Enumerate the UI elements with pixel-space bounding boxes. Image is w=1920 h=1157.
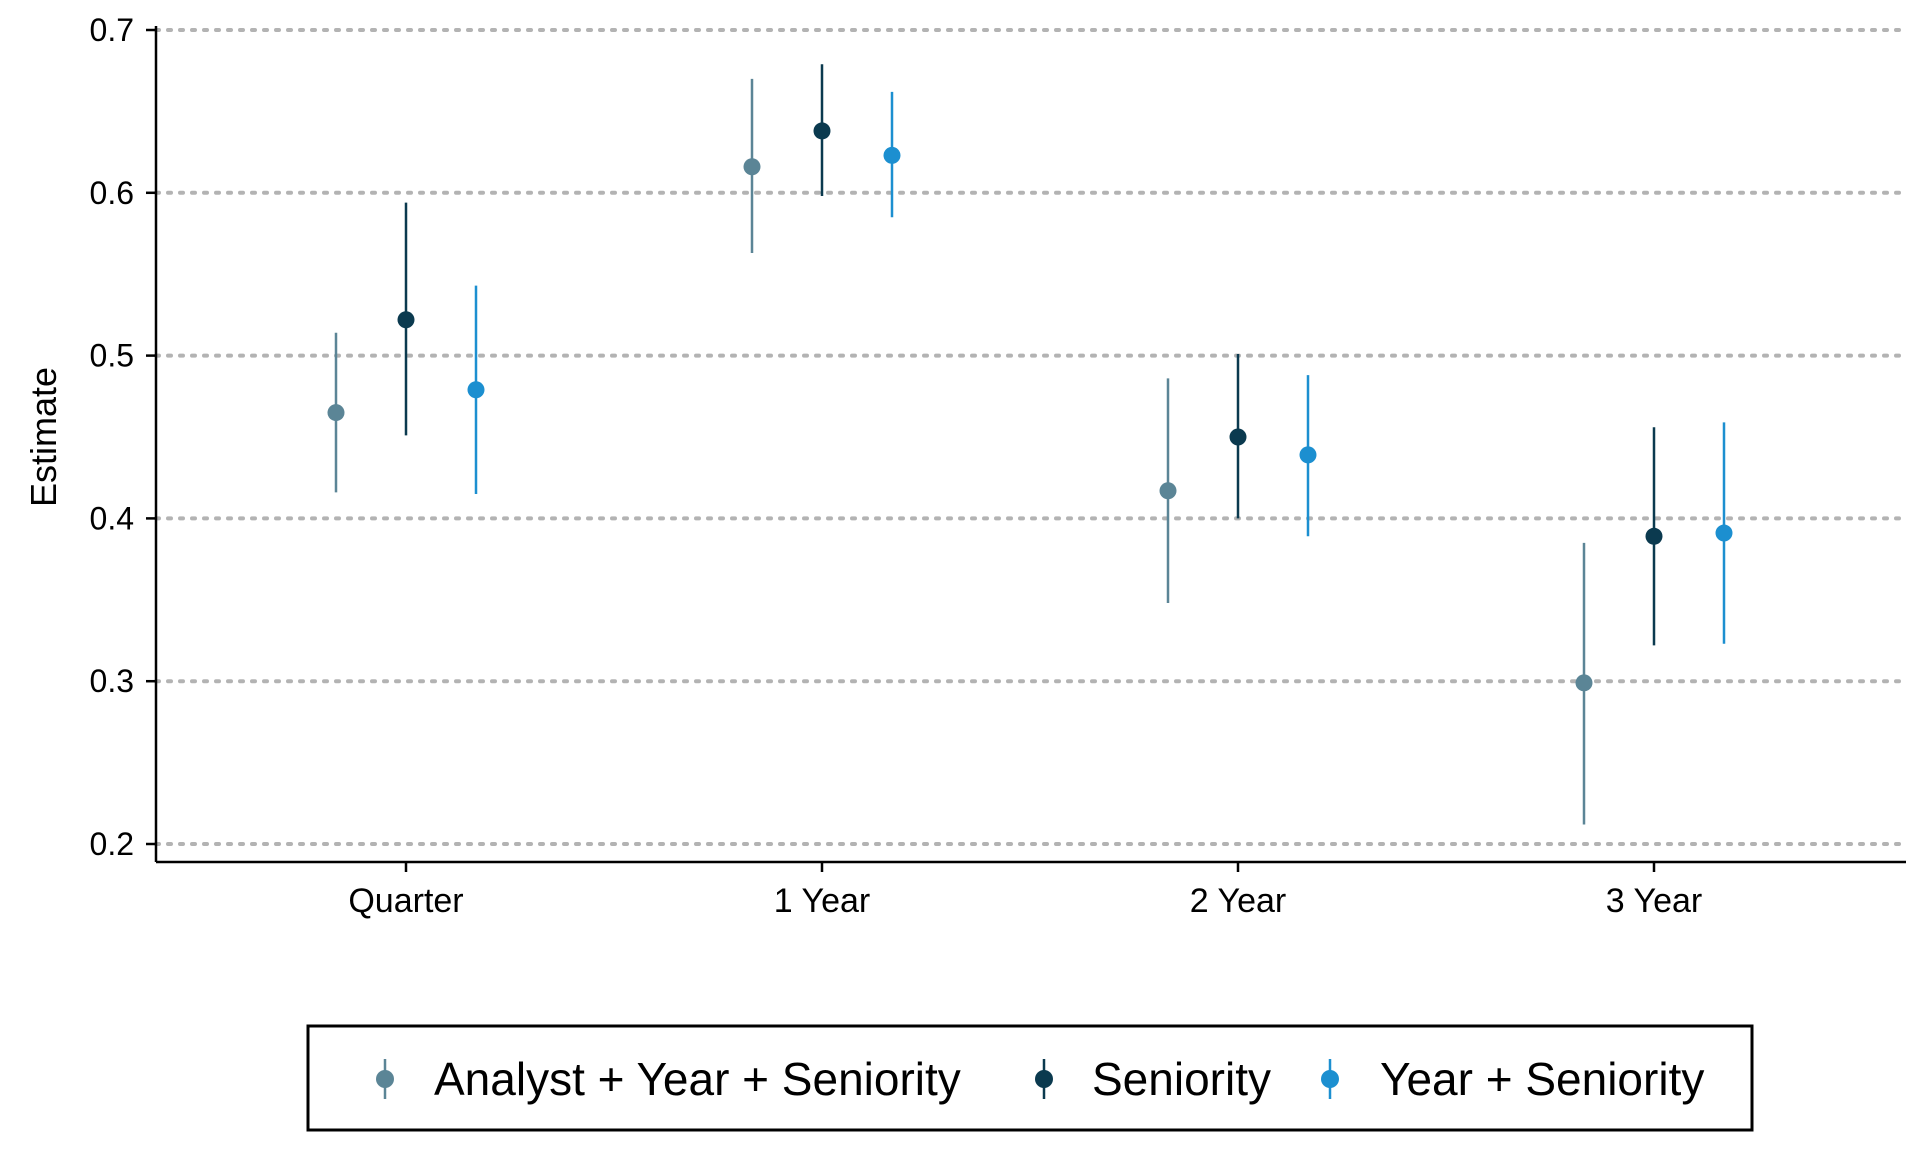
legend-box [306,1024,1754,1132]
x-tick-label: 3 Year [1606,882,1702,920]
estimate-point [1575,674,1593,692]
legend-label: Year + Seniority [1380,1053,1704,1105]
x-tick-label: 2 Year [1190,882,1286,920]
estimate-point [397,311,415,329]
y-tick-label: 0.2 [90,826,134,862]
legend-key-point [1321,1070,1339,1088]
legend-label: Seniority [1092,1053,1271,1105]
x-tick-label: 1 Year [774,882,870,920]
estimate-point [1299,446,1317,464]
estimate-point [327,404,345,422]
legend: Analyst + Year + Seniority Seniority Year … [306,1024,1754,1132]
series-marks [327,64,1733,825]
x-axis-ticks: Quarter 1 Year 2 Year 3 Year [348,862,1702,920]
y-axis-title: Estimate [23,367,64,507]
y-tick-label: 0.5 [90,338,134,374]
y-tick-label: 0.3 [90,663,134,699]
estimate-point [467,381,485,399]
estimate-point [883,146,901,164]
legend-label: Analyst + Year + Seniority [434,1053,961,1105]
y-tick-label: 0.6 [90,175,134,211]
y-tick-label: 0.7 [90,12,134,48]
y-tick-label: 0.4 [90,500,134,536]
estimate-point [743,158,761,176]
y-axis-ticks: 0.2 0.3 0.4 0.5 0.6 0.7 [90,12,156,862]
estimate-point [1159,482,1177,500]
estimate-point [1645,527,1663,545]
legend-key-point [1035,1070,1053,1088]
estimate-point [813,122,831,140]
x-tick-label: Quarter [348,882,463,920]
gridlines [154,28,1908,846]
estimate-point [1229,428,1247,446]
axes [154,26,1906,864]
legend-key-point [376,1070,394,1088]
estimate-point [1715,524,1733,542]
